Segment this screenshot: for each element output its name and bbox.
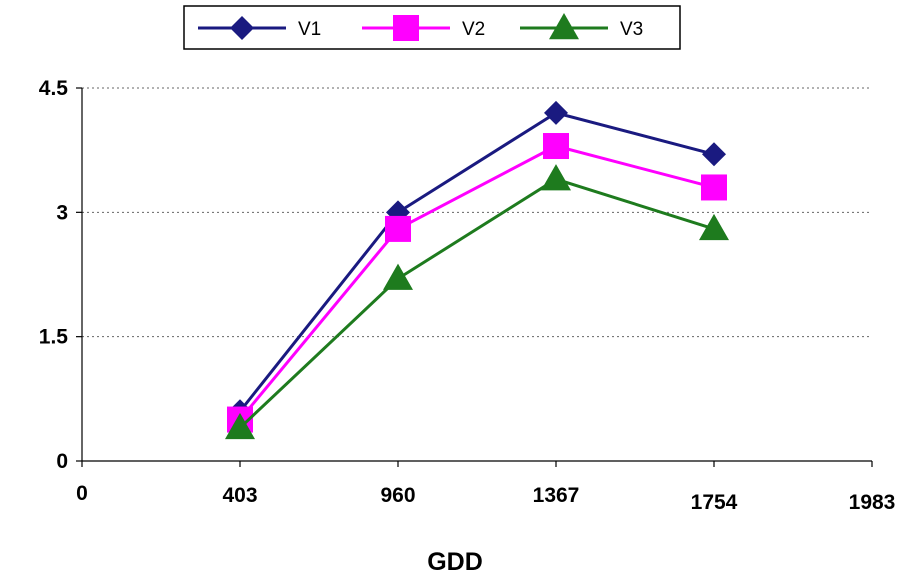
x-tick-label: 403 xyxy=(222,484,257,507)
legend-marker xyxy=(393,15,419,41)
x-tick-labels: 0 403 960 1367 1754 1983 xyxy=(76,482,895,514)
x-tick-label: 1754 xyxy=(691,491,738,514)
legend-marker xyxy=(549,13,579,40)
series-group xyxy=(225,100,729,440)
axes xyxy=(76,87,873,467)
data-point xyxy=(543,133,569,160)
x-tick-label: 960 xyxy=(380,484,415,507)
y-tick-label: 4.5 xyxy=(39,77,69,100)
data-point xyxy=(383,263,413,290)
y-tick-label: 1.5 xyxy=(39,326,69,349)
x-tick-label: 1367 xyxy=(533,484,580,507)
data-point xyxy=(702,142,726,167)
series-v2 xyxy=(227,133,727,433)
legend-label: V1 xyxy=(298,19,321,40)
series-line xyxy=(238,111,715,413)
legend-item: V1 xyxy=(198,16,321,40)
x-tick-label: 0 xyxy=(76,482,88,505)
series-line xyxy=(238,177,715,429)
series-line xyxy=(238,144,715,421)
legend-label: V2 xyxy=(462,19,485,40)
series-v3 xyxy=(225,164,729,440)
data-point xyxy=(699,213,729,241)
legend: V1 V2 V3 xyxy=(183,5,681,50)
legend-label: V3 xyxy=(620,19,643,40)
y-tick-label: 0 xyxy=(56,450,68,473)
x-tick-label: 1983 xyxy=(849,491,896,514)
legend-marker xyxy=(230,16,254,40)
data-point xyxy=(541,164,571,191)
legend-item: V2 xyxy=(362,15,485,41)
legend-item: V3 xyxy=(520,13,643,40)
x-axis-label: GDD xyxy=(427,548,483,575)
series-v1 xyxy=(228,100,726,424)
data-point xyxy=(701,174,727,201)
data-point xyxy=(385,215,411,242)
data-point xyxy=(544,100,568,125)
y-tick-labels: 0 1.5 3 4.5 xyxy=(39,77,69,473)
gridlines xyxy=(82,87,872,338)
y-tick-label: 3 xyxy=(56,201,68,224)
data-point xyxy=(225,412,255,440)
